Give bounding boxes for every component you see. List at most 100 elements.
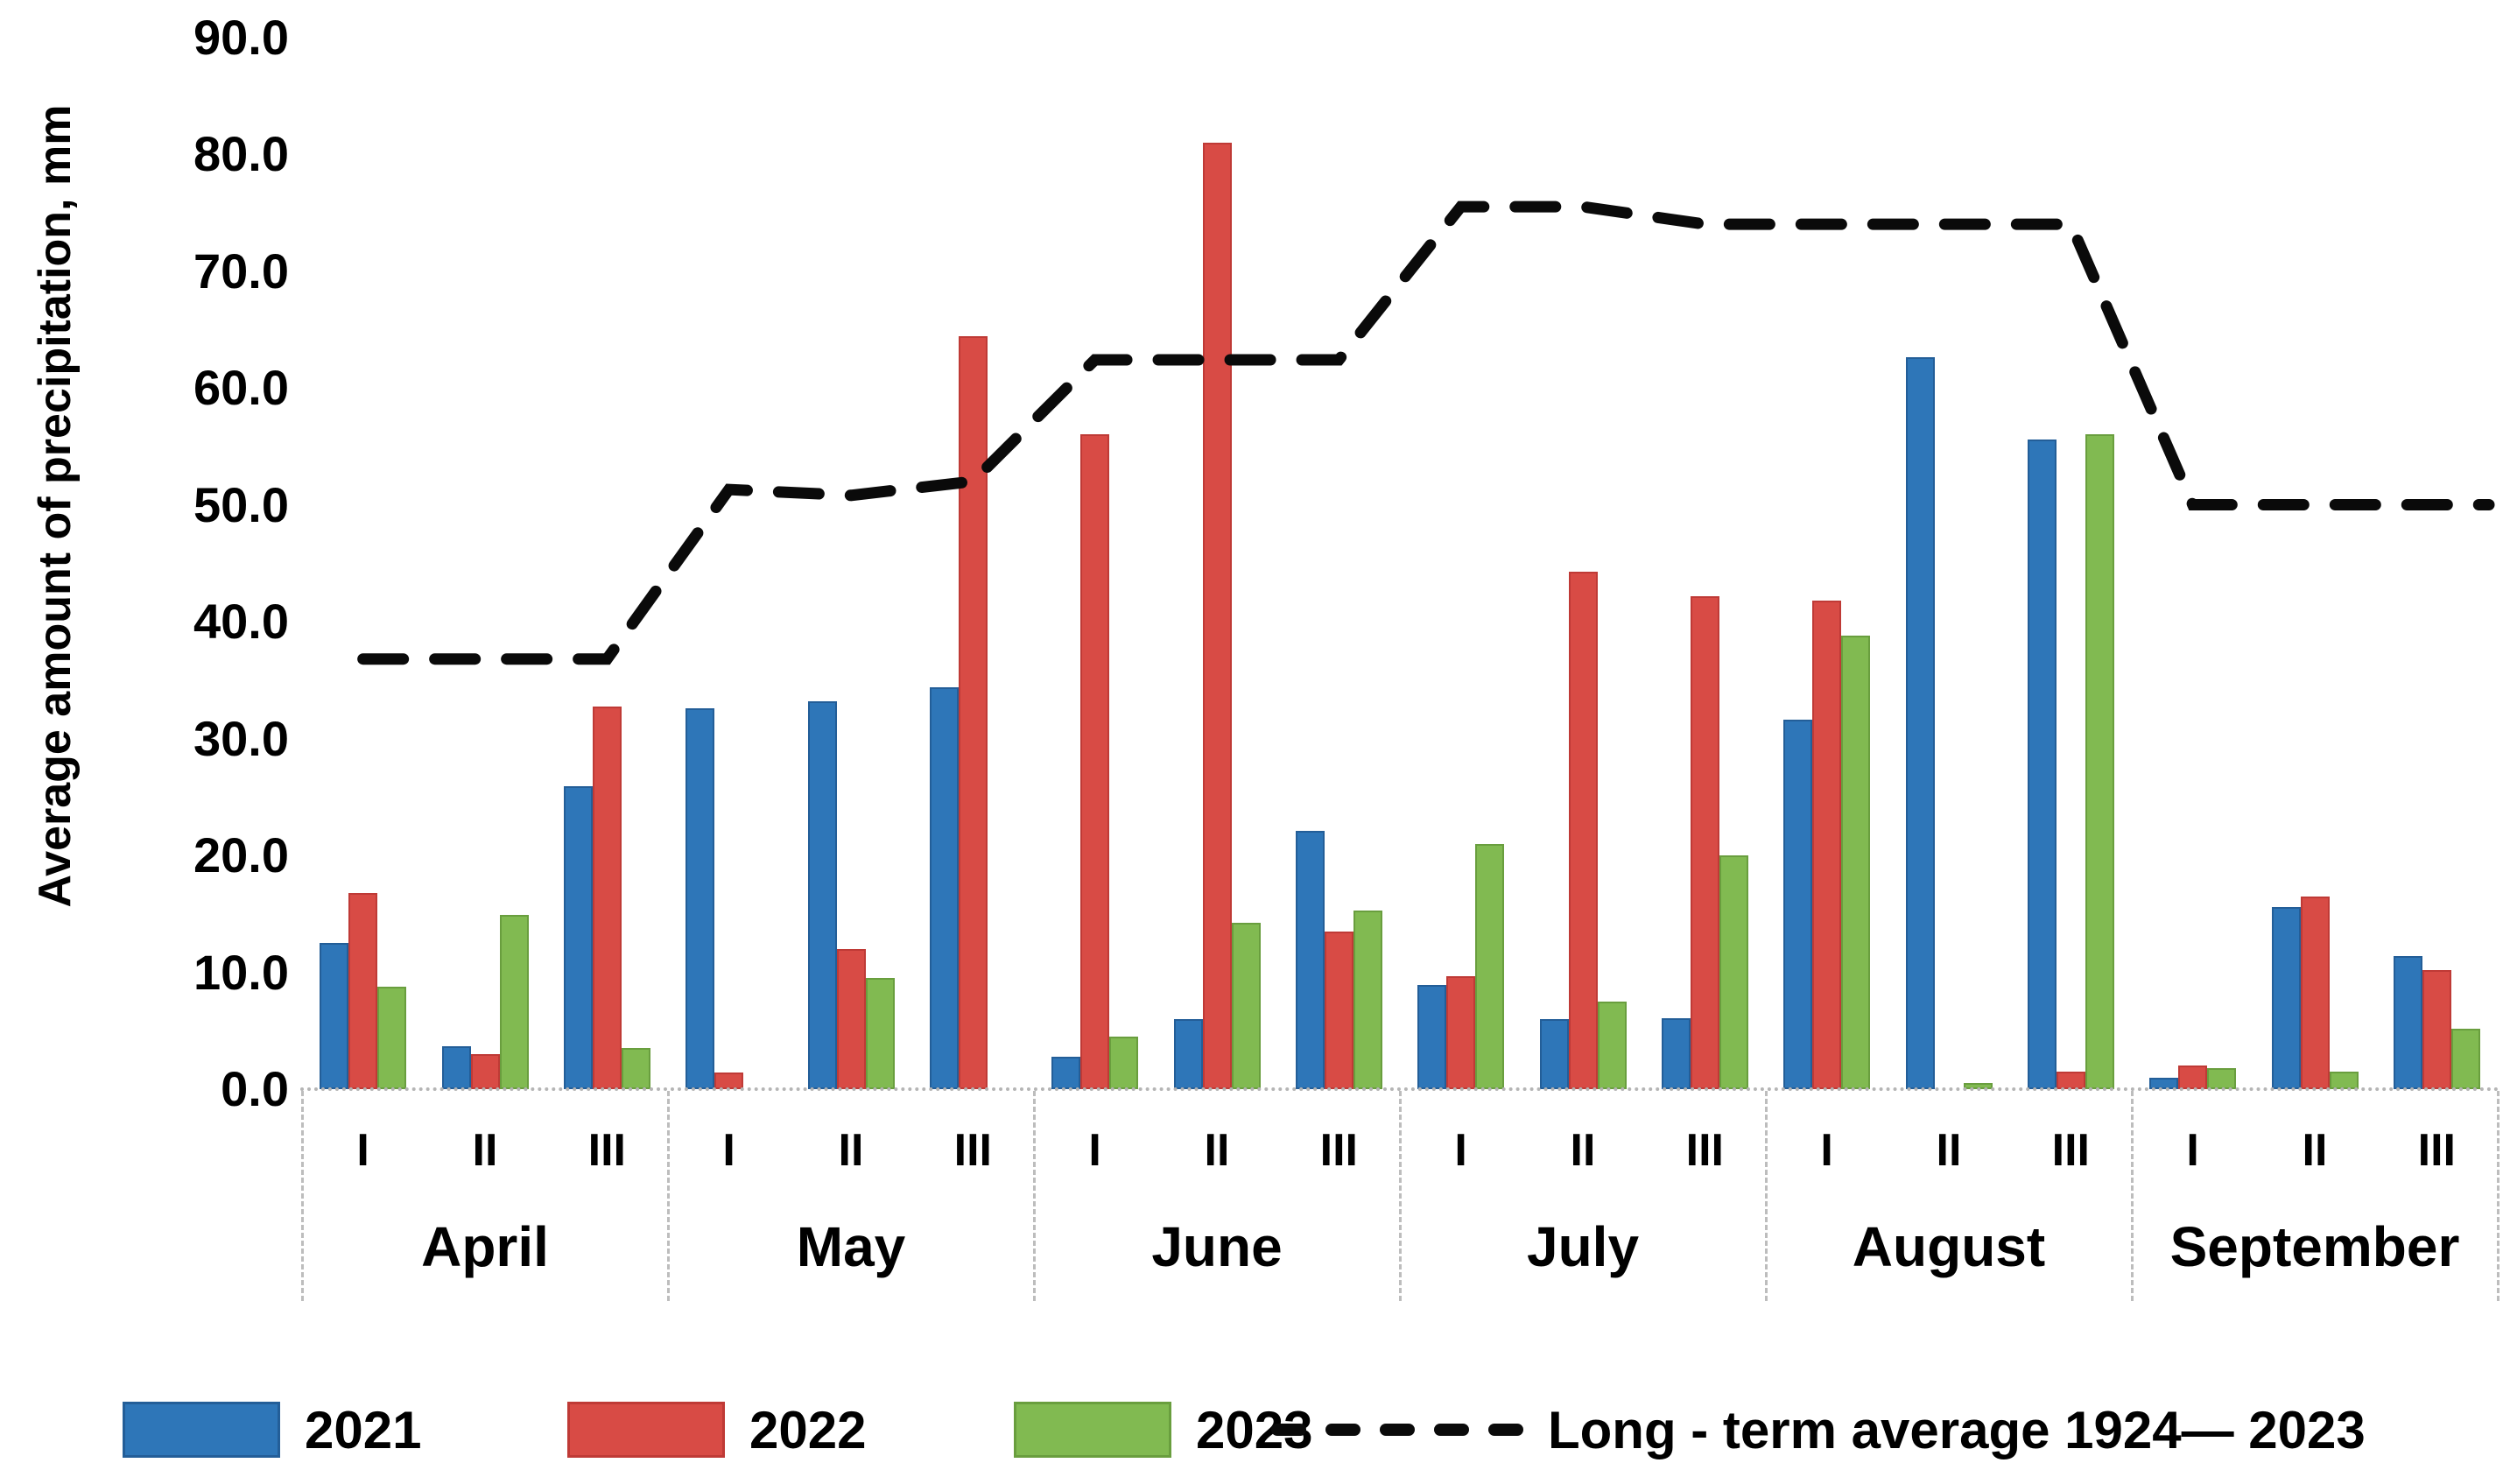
y-tick-label: 20.0 [193, 827, 289, 883]
bar-2023-september-II [2329, 1071, 2359, 1089]
bar-2022-september-II [2300, 896, 2330, 1089]
bar-2021-april-II [441, 1045, 471, 1089]
x-tick-decade-june-II: II [1204, 1125, 1230, 1176]
bar-2021-june-III [1295, 830, 1325, 1089]
bar-2022-may-III [958, 336, 988, 1089]
bar-2022-june-II [1202, 142, 1232, 1089]
bar-2023-august-I [1841, 636, 1871, 1089]
x-axis-baseline [300, 1087, 2500, 1091]
bar-2023-april-III [621, 1048, 650, 1089]
bar-2021-june-II [1173, 1018, 1203, 1089]
bar-2021-may-III [929, 686, 959, 1089]
legend-item-long-term-average: Long - term average 1924— 2023 [1271, 1382, 2366, 1478]
x-axis-month-label-july: July [1526, 1215, 1640, 1278]
month-separator [1399, 1091, 1402, 1301]
y-tick-label: 30.0 [193, 710, 289, 766]
bar-2023-july-II [1597, 1001, 1627, 1089]
x-tick-decade-august-III: III [2051, 1125, 2090, 1176]
bar-2023-august-II [1963, 1083, 1993, 1089]
x-tick-decade-june-III: III [1319, 1125, 1358, 1176]
x-axis-month-label-april: April [421, 1215, 549, 1278]
y-tick-label: 70.0 [193, 243, 289, 299]
bar-2022-june-I [1080, 434, 1110, 1089]
bar-2022-august-I [1812, 600, 1842, 1089]
y-tick-label: 10.0 [193, 944, 289, 1000]
legend-item-2023: 2023 [1014, 1382, 1312, 1478]
month-separator [2131, 1091, 2134, 1301]
bar-2023-september-I [2207, 1067, 2237, 1089]
bar-2021-may-II [807, 700, 837, 1089]
x-tick-decade-april-II: II [472, 1125, 498, 1176]
legend-dashed-line-icon [1271, 1424, 1523, 1436]
x-tick-decade-september-I: I [2186, 1125, 2199, 1176]
x-tick-decade-april-I: I [356, 1125, 369, 1176]
bar-2021-may-I [686, 707, 715, 1089]
bar-2021-september-III [2393, 955, 2422, 1089]
bar-2022-july-II [1568, 571, 1598, 1089]
month-separator [667, 1091, 670, 1301]
y-tick-label: 50.0 [193, 476, 289, 532]
bar-2021-september-I [2149, 1077, 2179, 1089]
bar-2023-july-I [1475, 843, 1505, 1089]
month-separator [1033, 1091, 1036, 1301]
bar-2021-august-I [1783, 720, 1813, 1089]
month-separator [301, 1091, 304, 1301]
legend-item-2022: 2022 [567, 1382, 866, 1478]
bar-2021-july-II [1539, 1018, 1569, 1089]
legend-swatch-2023 [1014, 1402, 1171, 1458]
bar-2023-june-I [1109, 1036, 1139, 1089]
bar-2021-july-III [1661, 1017, 1691, 1089]
x-tick-decade-august-I: I [1820, 1125, 1833, 1176]
legend-label-long-term-average: Long - term average 1924— 2023 [1548, 1400, 2366, 1459]
bar-2023-april-I [377, 986, 407, 1089]
x-axis-month-label-september: September [2169, 1215, 2460, 1278]
y-tick-label: 60.0 [193, 360, 289, 415]
y-tick-label: 90.0 [193, 9, 289, 65]
bar-2021-april-III [563, 786, 593, 1089]
legend-swatch-2021 [123, 1402, 280, 1458]
bar-2021-august-III [2027, 439, 2057, 1089]
x-tick-decade-may-III: III [953, 1125, 992, 1176]
bar-2023-august-III [2085, 434, 2114, 1089]
x-tick-decade-june-I: I [1088, 1125, 1101, 1176]
x-tick-decade-april-III: III [587, 1125, 626, 1176]
x-tick-decade-september-III: III [2417, 1125, 2456, 1176]
bar-2023-june-II [1231, 923, 1261, 1089]
legend-label-2021: 2021 [305, 1400, 422, 1459]
bar-2021-july-I [1417, 985, 1447, 1089]
bar-2022-july-III [1690, 595, 1719, 1089]
y-axis-title: Average amount of precipitation, mm [30, 104, 81, 908]
bar-2022-september-I [2178, 1066, 2208, 1089]
bar-2022-april-II [470, 1053, 500, 1089]
x-tick-decade-july-III: III [1685, 1125, 1724, 1176]
x-tick-decade-august-II: II [1936, 1125, 1962, 1176]
x-axis-month-label-august: August [1852, 1215, 2046, 1278]
bar-2023-september-III [2450, 1028, 2480, 1089]
bar-2021-june-I [1051, 1056, 1081, 1089]
legend: 2021 2022 2023 Long - term average 1924—… [0, 1382, 2503, 1478]
x-tick-decade-july-II: II [1570, 1125, 1596, 1176]
bar-2022-april-I [348, 892, 378, 1089]
bar-2022-september-III [2422, 969, 2451, 1089]
x-tick-decade-may-II: II [838, 1125, 864, 1176]
legend-item-2021: 2021 [123, 1382, 421, 1478]
y-tick-label: 0.0 [221, 1061, 289, 1116]
legend-label-2022: 2022 [749, 1400, 867, 1459]
bar-2023-april-II [499, 915, 529, 1089]
bar-2022-may-I [714, 1073, 744, 1089]
bar-2022-july-I [1446, 975, 1476, 1089]
long-term-average-polyline [357, 200, 2495, 665]
bar-2021-august-II [1905, 357, 1935, 1089]
bar-2021-september-II [2271, 906, 2301, 1089]
bar-2021-april-I [320, 943, 349, 1089]
x-tick-decade-september-II: II [2302, 1125, 2328, 1176]
y-tick-label: 80.0 [193, 126, 289, 181]
bar-2023-june-III [1353, 910, 1382, 1089]
x-tick-decade-july-I: I [1454, 1125, 1467, 1176]
bar-2023-may-II [865, 978, 895, 1089]
y-tick-label: 40.0 [193, 594, 289, 649]
x-axis-month-label-june: June [1151, 1215, 1283, 1278]
bar-2022-june-III [1324, 931, 1353, 1089]
x-tick-decade-may-I: I [722, 1125, 735, 1176]
